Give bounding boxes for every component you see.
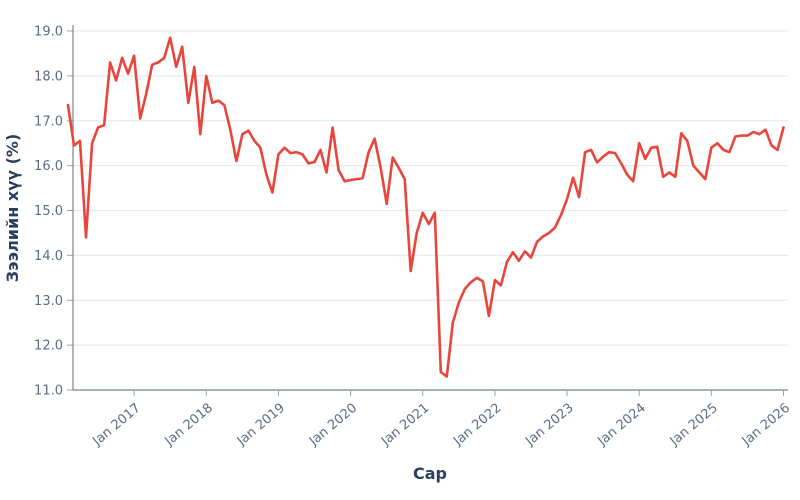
y-tick-label: 19.0 <box>34 25 63 40</box>
x-tick-label: Jan 2026 <box>739 401 793 450</box>
gridlines <box>73 30 788 391</box>
y-tick-label: 17.0 <box>34 114 63 129</box>
y-tick-label: 12.0 <box>34 339 63 354</box>
series <box>66 36 785 378</box>
y-tick-label: 13.0 <box>34 294 63 309</box>
x-tick-label: Jan 2020 <box>306 401 360 450</box>
y-tick-label: 11.0 <box>34 384 63 399</box>
x-axis-title: Сар <box>413 464 447 483</box>
x-tick-label: Jan 2024 <box>594 401 648 450</box>
x-tick-label: Jan 2021 <box>378 401 432 450</box>
x-tick-label: Jan 2018 <box>162 401 216 450</box>
x-tick-label: Jan 2019 <box>234 401 288 450</box>
y-tick-label: 15.0 <box>34 204 63 219</box>
x-tick-label: Jan 2023 <box>522 401 576 450</box>
y-tick-label: 16.0 <box>34 159 63 174</box>
y-tick-label: 18.0 <box>34 69 63 84</box>
y-axis-title: Зээлийн хүү (%) <box>3 134 22 283</box>
x-tick-label: Jan 2022 <box>450 401 504 450</box>
interest-rate-line[interactable] <box>66 36 785 378</box>
y-tick-label: 14.0 <box>34 249 63 264</box>
axes <box>67 25 788 396</box>
x-tick-label: Jan 2017 <box>89 401 143 450</box>
plot-area[interactable] <box>73 25 788 390</box>
x-tick-label: Jan 2025 <box>667 401 721 450</box>
